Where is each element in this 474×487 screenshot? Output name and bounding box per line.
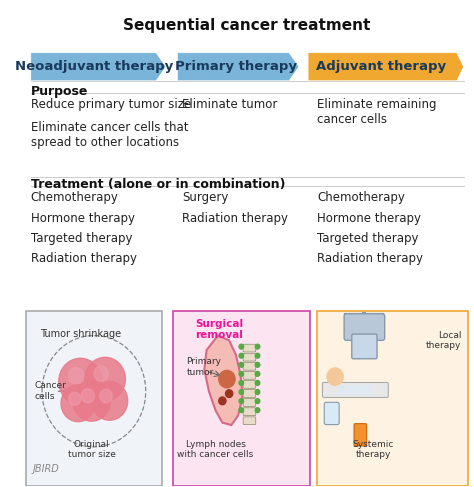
Text: Chemotherapy: Chemotherapy (31, 191, 118, 204)
Text: Hormone therapy: Hormone therapy (317, 211, 421, 225)
FancyBboxPatch shape (352, 334, 377, 359)
FancyBboxPatch shape (243, 408, 256, 415)
Text: Tumor shrinkage: Tumor shrinkage (40, 329, 121, 339)
Text: Radiation therapy: Radiation therapy (31, 252, 137, 265)
Text: Sequential cancer treatment: Sequential cancer treatment (124, 19, 371, 33)
FancyBboxPatch shape (354, 424, 367, 446)
Text: Original
tumor size: Original tumor size (68, 440, 116, 459)
Text: Eliminate cancer cells that
spread to other locations: Eliminate cancer cells that spread to ot… (31, 121, 188, 150)
FancyBboxPatch shape (26, 311, 162, 486)
Text: Radiation therapy: Radiation therapy (182, 211, 288, 225)
Text: Surgery: Surgery (182, 191, 228, 204)
Text: Reduce primary tumor size: Reduce primary tumor size (31, 98, 191, 111)
Text: Surgical
removal: Surgical removal (195, 318, 244, 340)
Circle shape (59, 358, 102, 405)
FancyBboxPatch shape (173, 311, 310, 486)
Circle shape (239, 372, 244, 376)
Circle shape (239, 390, 244, 394)
Circle shape (219, 397, 226, 405)
Circle shape (85, 357, 126, 401)
Circle shape (100, 389, 112, 403)
Circle shape (69, 392, 81, 405)
Circle shape (73, 380, 110, 421)
Circle shape (255, 344, 260, 349)
FancyBboxPatch shape (322, 382, 388, 397)
Text: Adjuvant therapy: Adjuvant therapy (316, 60, 447, 73)
Circle shape (255, 399, 260, 404)
Text: JBIRD: JBIRD (33, 464, 60, 473)
FancyBboxPatch shape (243, 417, 256, 425)
Circle shape (255, 372, 260, 376)
Circle shape (255, 362, 260, 367)
Circle shape (226, 390, 233, 397)
Circle shape (68, 368, 83, 384)
Circle shape (255, 353, 260, 358)
FancyBboxPatch shape (243, 399, 256, 407)
Circle shape (94, 366, 108, 381)
Text: Eliminate tumor: Eliminate tumor (182, 98, 277, 111)
Circle shape (239, 408, 244, 412)
Text: Hormone therapy: Hormone therapy (31, 211, 135, 225)
Polygon shape (204, 336, 243, 425)
FancyBboxPatch shape (324, 402, 339, 425)
Text: Local
therapy: Local therapy (426, 331, 461, 350)
Text: Primary
tumor: Primary tumor (186, 357, 221, 376)
Circle shape (239, 399, 244, 404)
FancyBboxPatch shape (243, 390, 256, 397)
Text: Chemotherapy: Chemotherapy (317, 191, 405, 204)
FancyBboxPatch shape (317, 311, 468, 486)
Text: Systemic
therapy: Systemic therapy (353, 440, 394, 459)
FancyBboxPatch shape (337, 385, 374, 394)
Circle shape (219, 371, 235, 388)
FancyBboxPatch shape (243, 344, 256, 352)
Text: Neoadjuvant therapy: Neoadjuvant therapy (15, 60, 173, 73)
Text: Targeted therapy: Targeted therapy (31, 232, 132, 245)
FancyBboxPatch shape (243, 372, 256, 379)
FancyBboxPatch shape (243, 380, 256, 388)
Text: Lymph nodes
with cancer cells: Lymph nodes with cancer cells (177, 440, 254, 459)
Circle shape (255, 408, 260, 412)
Circle shape (91, 381, 128, 420)
Circle shape (239, 344, 244, 349)
Circle shape (239, 380, 244, 385)
Polygon shape (31, 53, 166, 81)
Circle shape (239, 353, 244, 358)
Text: Primary therapy: Primary therapy (175, 60, 297, 73)
FancyBboxPatch shape (243, 362, 256, 370)
Text: Eliminate remaining
cancer cells: Eliminate remaining cancer cells (317, 98, 437, 126)
Text: Radiation therapy: Radiation therapy (317, 252, 423, 265)
Polygon shape (177, 53, 299, 81)
FancyBboxPatch shape (243, 353, 256, 361)
Circle shape (239, 362, 244, 367)
Circle shape (61, 385, 95, 422)
Circle shape (81, 389, 94, 403)
FancyBboxPatch shape (344, 314, 385, 340)
Circle shape (327, 368, 343, 385)
Text: Cancer
cells: Cancer cells (34, 381, 66, 401)
Polygon shape (308, 53, 464, 81)
Text: Purpose: Purpose (31, 85, 88, 98)
Circle shape (255, 390, 260, 394)
Text: Treatment (alone or in combination): Treatment (alone or in combination) (31, 178, 285, 190)
Text: Targeted therapy: Targeted therapy (317, 232, 419, 245)
Circle shape (255, 380, 260, 385)
